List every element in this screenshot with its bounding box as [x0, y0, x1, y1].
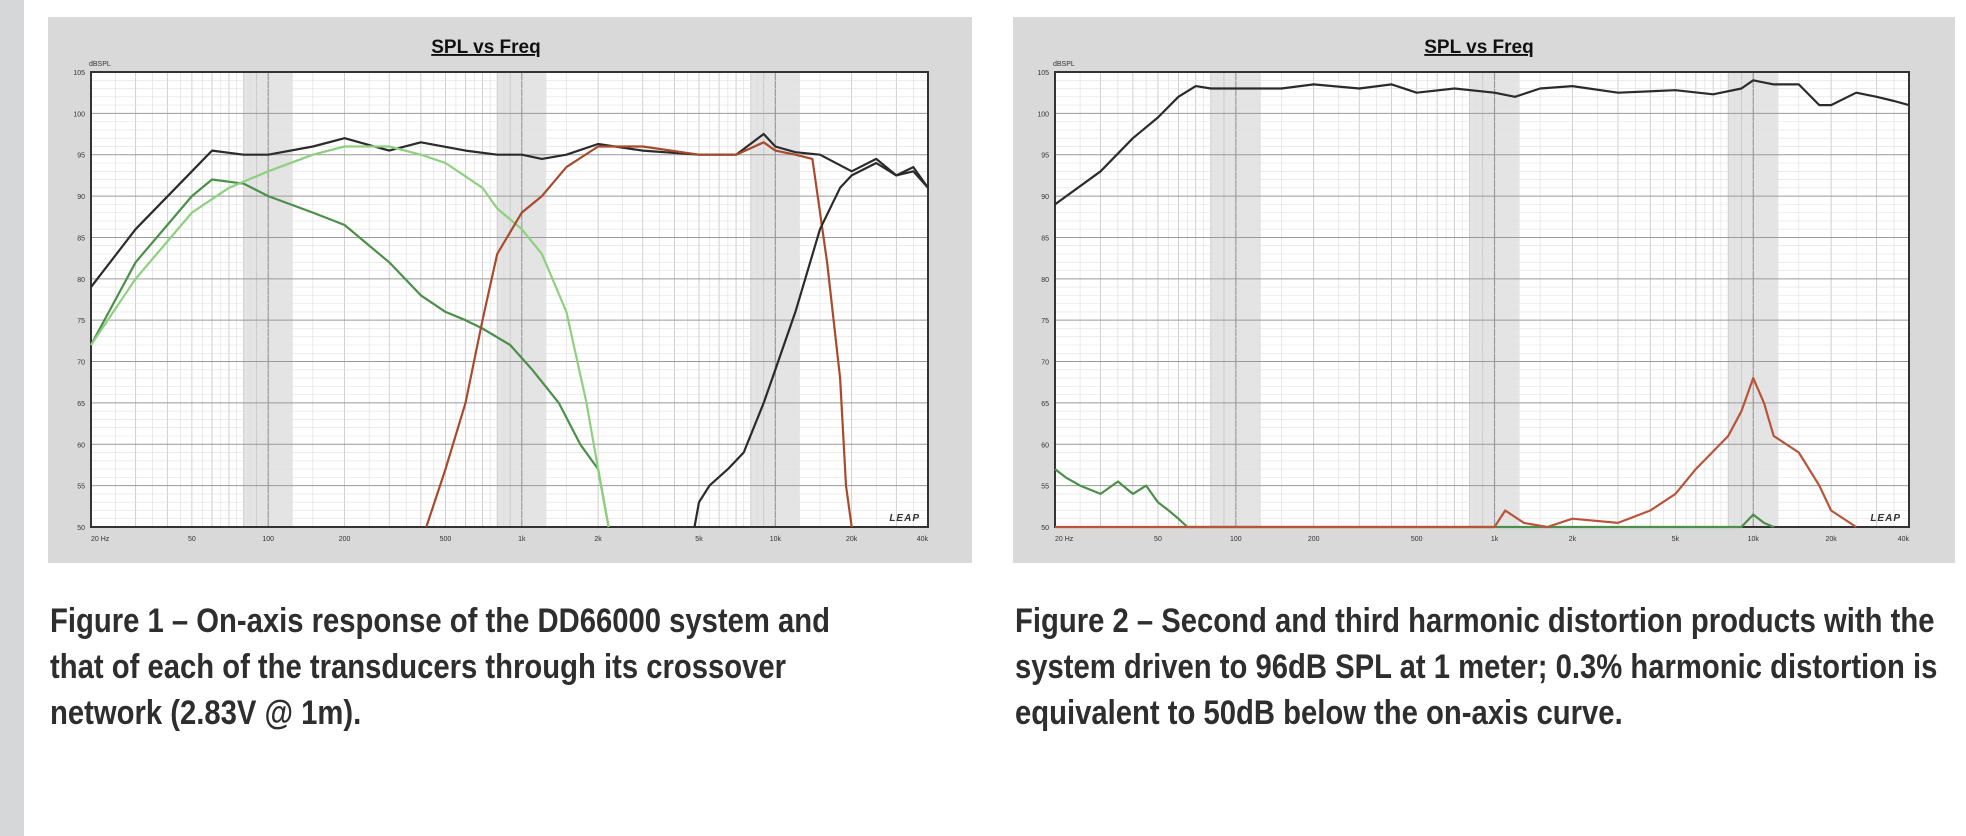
- c1-plot-frame: [90, 71, 929, 528]
- figure-2-panel: SPL vs Freq dBSPL 105 100 95 90 85 80 75 70 65 60 55…: [1013, 17, 1955, 563]
- c1-series-line-5: [693, 161, 929, 528]
- c1-series-line-3: [90, 145, 610, 528]
- c2-x-tick-label: 40k: [1898, 536, 1910, 543]
- c2-y-tick-label: 90: [1041, 194, 1049, 201]
- c1-x-tick-label: 100: [262, 536, 274, 543]
- c2-y-tick-label: 65: [1041, 401, 1049, 408]
- c2-y-tick-label: 55: [1041, 484, 1049, 491]
- c2-x-tick-label: 5k: [1672, 536, 1680, 543]
- c1-y-tick-label: 80: [77, 277, 85, 284]
- c1-y-tick-label: 90: [77, 194, 85, 201]
- c1-chart-title: SPL vs Freq: [431, 37, 540, 58]
- c1-series-line-2: [90, 178, 610, 528]
- c1-y-axis-label: dBSPL: [89, 61, 111, 68]
- c1-y-tick-label: 75: [77, 318, 85, 325]
- c2-x-tick-label: 200: [1308, 536, 1320, 543]
- c1-x-tick-label: 2k: [594, 536, 602, 543]
- c1-x-tick-label: 50: [188, 536, 196, 543]
- figure-2-caption: Figure 2 – Second and third harmonic dis…: [1015, 602, 1938, 732]
- c1-y-tick-label: 55: [77, 484, 85, 491]
- c1-x-tick-label: 200: [339, 536, 351, 543]
- figure-2-chart: SPL vs Freq dBSPL 105 100 95 90 85 80 75 70 65 60 55…: [1037, 37, 1910, 543]
- c1-y-tick-label: 50: [77, 525, 85, 532]
- c1-y-tick-label: 95: [77, 153, 85, 160]
- c2-x-tick-label: 1k: [1491, 536, 1499, 543]
- c2-x-tick-label: 100: [1230, 536, 1242, 543]
- c2-y-tick-label: 70: [1041, 360, 1049, 367]
- c1-x-tick-label: 1k: [518, 536, 526, 543]
- c2-y-tick-label: 100: [1037, 111, 1049, 118]
- c2-y-tick-label: 85: [1041, 235, 1049, 242]
- c1-series-line-1: [90, 132, 929, 288]
- c1-y-tick-label: 100: [73, 111, 85, 118]
- c2-x-tick-label: 20k: [1825, 536, 1837, 543]
- c2-x-tick-label: 10k: [1748, 536, 1760, 543]
- c1-x-tick-label: 10k: [770, 536, 782, 543]
- c1-y-tick-label: 105: [73, 70, 85, 77]
- c2-leap-logo: LEAP: [1870, 513, 1901, 524]
- figure-1-caption: Figure 1 – On-axis response of the DD660…: [50, 602, 831, 732]
- c2-y-tick-label: 80: [1041, 277, 1049, 284]
- c1-series-line-4: [425, 141, 853, 528]
- c1-y-tick-label: 65: [77, 401, 85, 408]
- c2-x-tick-label: 20 Hz: [1055, 536, 1074, 543]
- c1-y-tick-label: 85: [77, 235, 85, 242]
- c2-y-axis-label: dBSPL: [1053, 61, 1075, 68]
- c1-y-tick-label: 60: [77, 442, 85, 449]
- c2-series-line-2: [1054, 468, 1775, 529]
- c2-x-tick-label: 50: [1154, 536, 1162, 543]
- c2-y-tick-label: 75: [1041, 318, 1049, 325]
- c2-x-tick-label: 2k: [1569, 536, 1577, 543]
- c2-y-tick-label: 105: [1037, 70, 1049, 77]
- c2-y-tick-label: 60: [1041, 442, 1049, 449]
- c1-x-tick-label: 5k: [695, 536, 703, 543]
- c2-series-line-1: [1054, 79, 1910, 206]
- page-edge-strip: [0, 0, 24, 836]
- figure-1-panel: SPL vs Freq dBSPL 105 100 95 90 85 80 75 70 65 60 55…: [48, 17, 972, 563]
- c2-chart-title: SPL vs Freq: [1424, 37, 1533, 58]
- c1-y-tick-label: 70: [77, 360, 85, 367]
- c2-y-tick-label: 95: [1041, 153, 1049, 160]
- c1-x-tick-label: 500: [440, 536, 452, 543]
- c1-x-tick-label: 20k: [846, 536, 858, 543]
- figure-1-chart: SPL vs Freq dBSPL 105 100 95 90 85 80 75 70 65 60 55…: [73, 37, 929, 543]
- c2-y-tick-label: 50: [1041, 525, 1049, 532]
- c1-x-tick-label: 20 Hz: [91, 536, 110, 543]
- c1-x-tick-label: 40k: [917, 536, 929, 543]
- c2-x-tick-label: 500: [1411, 536, 1423, 543]
- c2-series-line-3: [1055, 377, 1857, 529]
- c1-leap-logo: LEAP: [889, 513, 920, 524]
